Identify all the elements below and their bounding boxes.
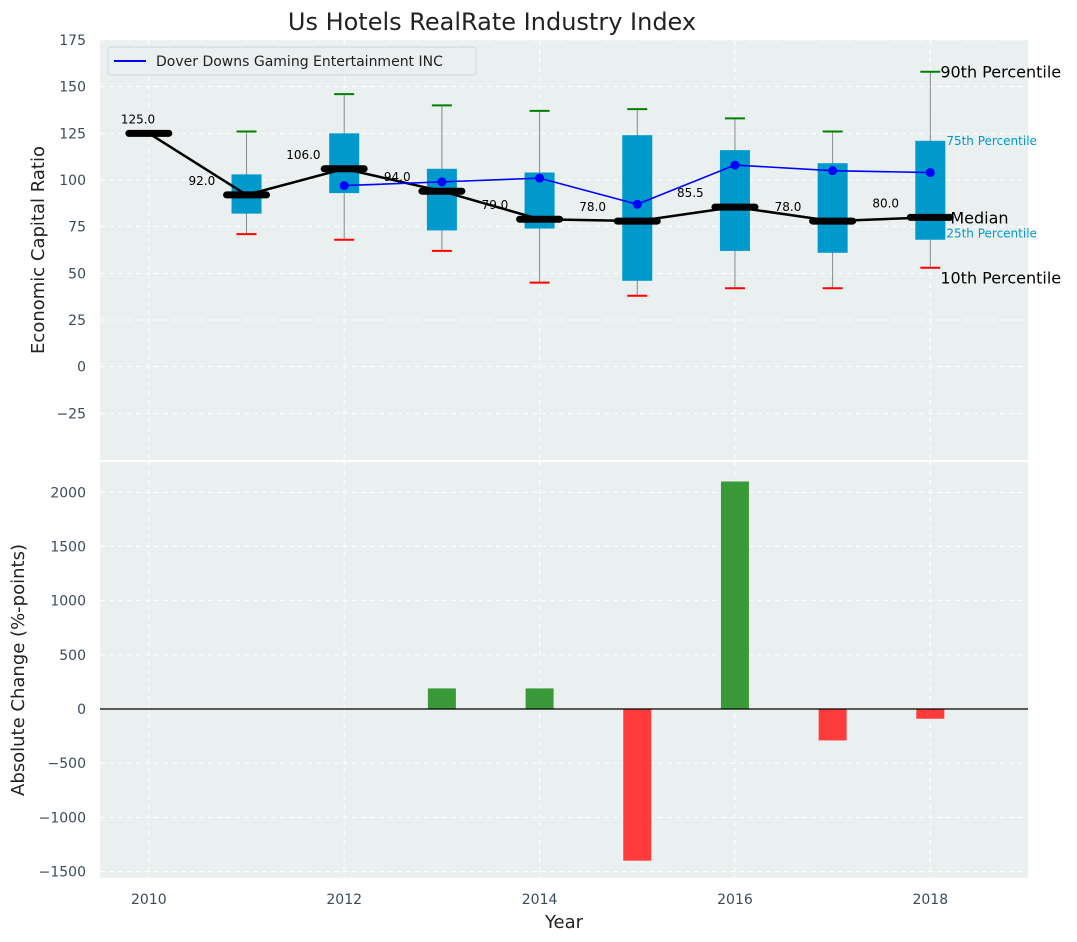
top-y-tick-label: −25 bbox=[56, 406, 86, 422]
p75-label: 75th Percentile bbox=[946, 134, 1037, 148]
top-y-tick-label: 125 bbox=[59, 126, 86, 142]
bottom-y-tick-label: −1000 bbox=[39, 810, 86, 826]
top-y-tick-label: 50 bbox=[68, 266, 86, 282]
x-tick-label: 2012 bbox=[326, 892, 362, 908]
top-y-tick-label: 25 bbox=[68, 313, 86, 329]
change-bar bbox=[916, 709, 945, 719]
top-y-tick-label: 75 bbox=[68, 220, 86, 236]
change-bar bbox=[818, 709, 847, 741]
company-series-point bbox=[730, 160, 740, 170]
x-tick-label: 2014 bbox=[522, 892, 558, 908]
company-series-point bbox=[339, 181, 349, 191]
bottom-y-axis-label: Absolute Change (%-points) bbox=[8, 544, 29, 796]
median-value-label: 94.0 bbox=[384, 170, 411, 184]
company-series-point bbox=[828, 166, 838, 176]
change-bar bbox=[427, 688, 456, 709]
company-series-point bbox=[632, 199, 642, 209]
top-y-tick-label: 100 bbox=[59, 173, 86, 189]
x-tick-label: 2018 bbox=[912, 892, 948, 908]
p10-label: 10th Percentile bbox=[940, 269, 1061, 288]
x-tick-label: 2010 bbox=[131, 892, 167, 908]
company-series-point bbox=[925, 168, 935, 178]
bottom-y-tick-label: −500 bbox=[48, 756, 86, 772]
p25-label: 25th Percentile bbox=[946, 227, 1037, 241]
bottom-plot-area bbox=[100, 462, 1028, 878]
p90-label: 90th Percentile bbox=[940, 63, 1061, 82]
top-y-tick-label: 150 bbox=[59, 80, 86, 96]
change-bar bbox=[720, 481, 749, 709]
change-bar bbox=[623, 709, 652, 861]
x-tick-label: 2016 bbox=[717, 892, 753, 908]
median-side-label: Median bbox=[950, 208, 1008, 227]
top-plot-area bbox=[100, 40, 1028, 460]
bottom-y-tick-label: 500 bbox=[59, 648, 86, 664]
median-value-label: 85.5 bbox=[677, 186, 704, 200]
iqr-box bbox=[817, 163, 848, 253]
company-series-point bbox=[535, 173, 545, 183]
top-y-axis-label: Economic Capital Ratio bbox=[28, 146, 49, 354]
legend-box bbox=[107, 46, 477, 76]
bottom-y-tick-label: 2000 bbox=[50, 485, 86, 501]
median-value-label: 78.0 bbox=[579, 200, 606, 214]
median-value-label: 92.0 bbox=[189, 174, 216, 188]
legend-label: Dover Downs Gaming Entertainment INC bbox=[156, 54, 443, 70]
bottom-y-tick-label: −1500 bbox=[39, 865, 86, 881]
change-bar bbox=[525, 688, 554, 709]
top-y-tick-label: 0 bbox=[77, 360, 86, 376]
bottom-y-tick-label: 1500 bbox=[50, 540, 86, 556]
company-series-point bbox=[437, 177, 447, 187]
median-value-label: 78.0 bbox=[775, 200, 802, 214]
median-value-label: 79.0 bbox=[482, 198, 509, 212]
legend: Dover Downs Gaming Entertainment INC bbox=[107, 46, 477, 76]
chart-title: Us Hotels RealRate Industry Index bbox=[288, 8, 696, 36]
median-value-label: 106.0 bbox=[286, 148, 320, 162]
bottom-y-tick-label: 1000 bbox=[50, 594, 86, 610]
median-value-label: 125.0 bbox=[121, 112, 155, 126]
x-axis-label: Year bbox=[544, 912, 584, 933]
median-value-label: 80.0 bbox=[872, 196, 899, 210]
iqr-box bbox=[915, 140, 946, 240]
bottom-y-tick-label: 0 bbox=[77, 702, 86, 718]
top-y-tick-label: 175 bbox=[59, 33, 86, 49]
